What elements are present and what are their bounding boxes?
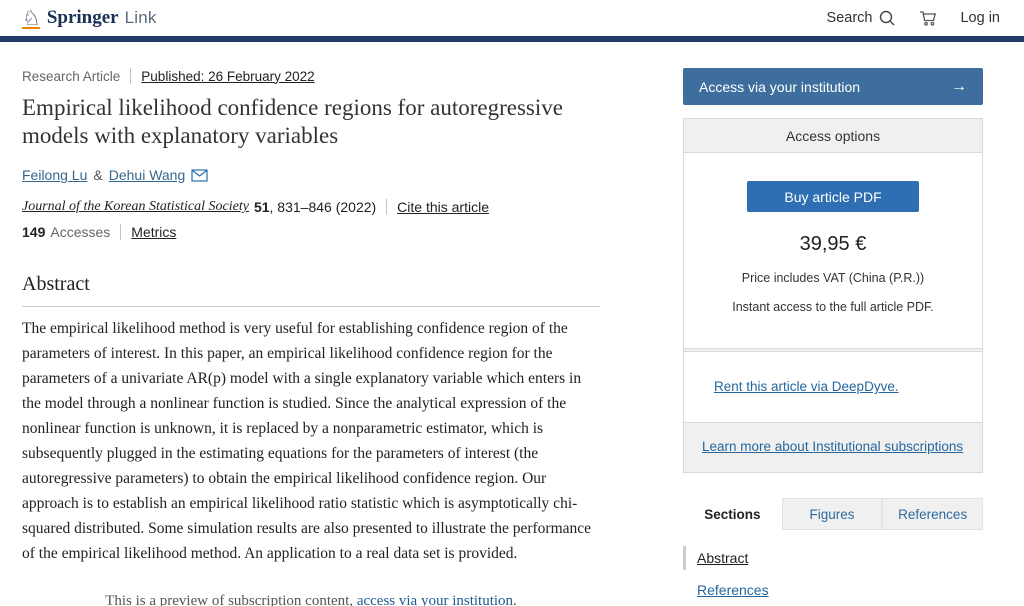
preview-suffix: .: [513, 593, 517, 606]
search-button[interactable]: Search: [827, 9, 897, 27]
article-price: 39,95 €: [799, 233, 867, 255]
preview-institution-link[interactable]: access via your institution: [356, 593, 514, 606]
divider: [386, 199, 388, 215]
access-institution-label: Access via your institution: [699, 78, 861, 95]
tab-figures[interactable]: Figures: [781, 498, 883, 530]
journal-row: Journal of the Korean Statistical Societ…: [22, 199, 600, 215]
header-accent-bar: [0, 36, 1024, 42]
access-options-panel: Access options Buy article PDF 39,95 € P…: [683, 118, 983, 473]
rent-deepdyve-link[interactable]: Rent this article via DeepDyve.: [714, 379, 899, 394]
header: ♘ Springer Link Search: [0, 0, 1024, 36]
panel-footer: Learn more about Institutional subscript…: [684, 423, 982, 472]
login-label: Log in: [960, 10, 1000, 26]
accesses-count: 149: [22, 224, 46, 240]
buy-article-pdf-button[interactable]: Buy article PDF: [747, 181, 919, 212]
section-nav: Abstract References Acknowledgements: [683, 542, 983, 606]
buy-article-card: Buy article PDF 39,95 € Price includes V…: [684, 152, 982, 349]
article-title: Empirical likelihood confidence regions …: [22, 95, 563, 148]
metrics-row: 149 Accesses Metrics: [22, 224, 600, 240]
sidebar-tabs: Sections Figures References: [683, 498, 984, 530]
tab-sections[interactable]: Sections: [683, 498, 782, 530]
logo-suffix-text: Link: [124, 8, 157, 27]
abstract-heading: Abstract: [22, 273, 90, 295]
abstract-text: The empirical likelihood method is very …: [22, 320, 592, 562]
journal-pages: , 831–846 (2022): [269, 199, 377, 215]
preview-text: This is a preview of subscription conten…: [105, 593, 354, 606]
instant-access-note: Instant access to the full article PDF.: [732, 300, 934, 314]
authors-separator: &: [93, 167, 103, 183]
cite-this-article-link[interactable]: Cite this article: [397, 199, 489, 215]
search-icon: [878, 9, 896, 27]
article-meta-row: Research Article Published: 26 February …: [22, 68, 600, 84]
abstract-divider: [22, 306, 600, 307]
arrow-right-icon: →: [951, 77, 967, 95]
authors-row: Feilong Lu & Dehui Wang: [22, 167, 600, 183]
divider: [120, 224, 122, 240]
cart-icon: [918, 9, 938, 27]
article-type-label: Research Article: [22, 68, 121, 84]
section-link-abstract[interactable]: Abstract: [683, 542, 983, 574]
preview-notice: This is a preview of subscription conten…: [22, 593, 600, 606]
journal-volume: 51: [253, 199, 270, 215]
rent-article-card: Rent this article via DeepDyve.: [684, 351, 982, 423]
access-institution-button[interactable]: Access via your institution →: [683, 68, 983, 105]
springer-link-logo[interactable]: ♘ Springer Link: [22, 7, 157, 29]
cart-button[interactable]: [918, 9, 938, 27]
divider: [130, 68, 132, 84]
logo-brand-text: Springer: [46, 7, 119, 28]
tab-references[interactable]: References: [882, 498, 984, 530]
published-date-link[interactable]: Published: 26 February 2022: [141, 68, 315, 84]
login-button[interactable]: Log in: [960, 10, 1000, 26]
article-main: Research Article Published: 26 February …: [22, 68, 600, 606]
vat-note: Price includes VAT (China (P.R.)): [741, 271, 925, 285]
institutional-subscriptions-link[interactable]: Learn more about Institutional subscript…: [702, 439, 964, 454]
sidebar: Access via your institution → Access opt…: [683, 68, 984, 606]
springer-knight-icon: ♘: [22, 6, 41, 30]
journal-link[interactable]: Journal of the Korean Statistical Societ…: [22, 199, 249, 214]
section-link-references[interactable]: References: [697, 582, 769, 598]
active-section-indicator: [683, 546, 686, 570]
accesses-label: Accesses: [50, 224, 111, 240]
email-icon[interactable]: [191, 168, 208, 182]
author-link-dehui-wang[interactable]: Dehui Wang: [108, 167, 186, 183]
author-link-feilong-lu[interactable]: Feilong Lu: [22, 167, 88, 183]
search-label: Search: [826, 10, 873, 26]
metrics-link[interactable]: Metrics: [131, 224, 177, 240]
access-options-heading: Access options: [785, 127, 881, 144]
